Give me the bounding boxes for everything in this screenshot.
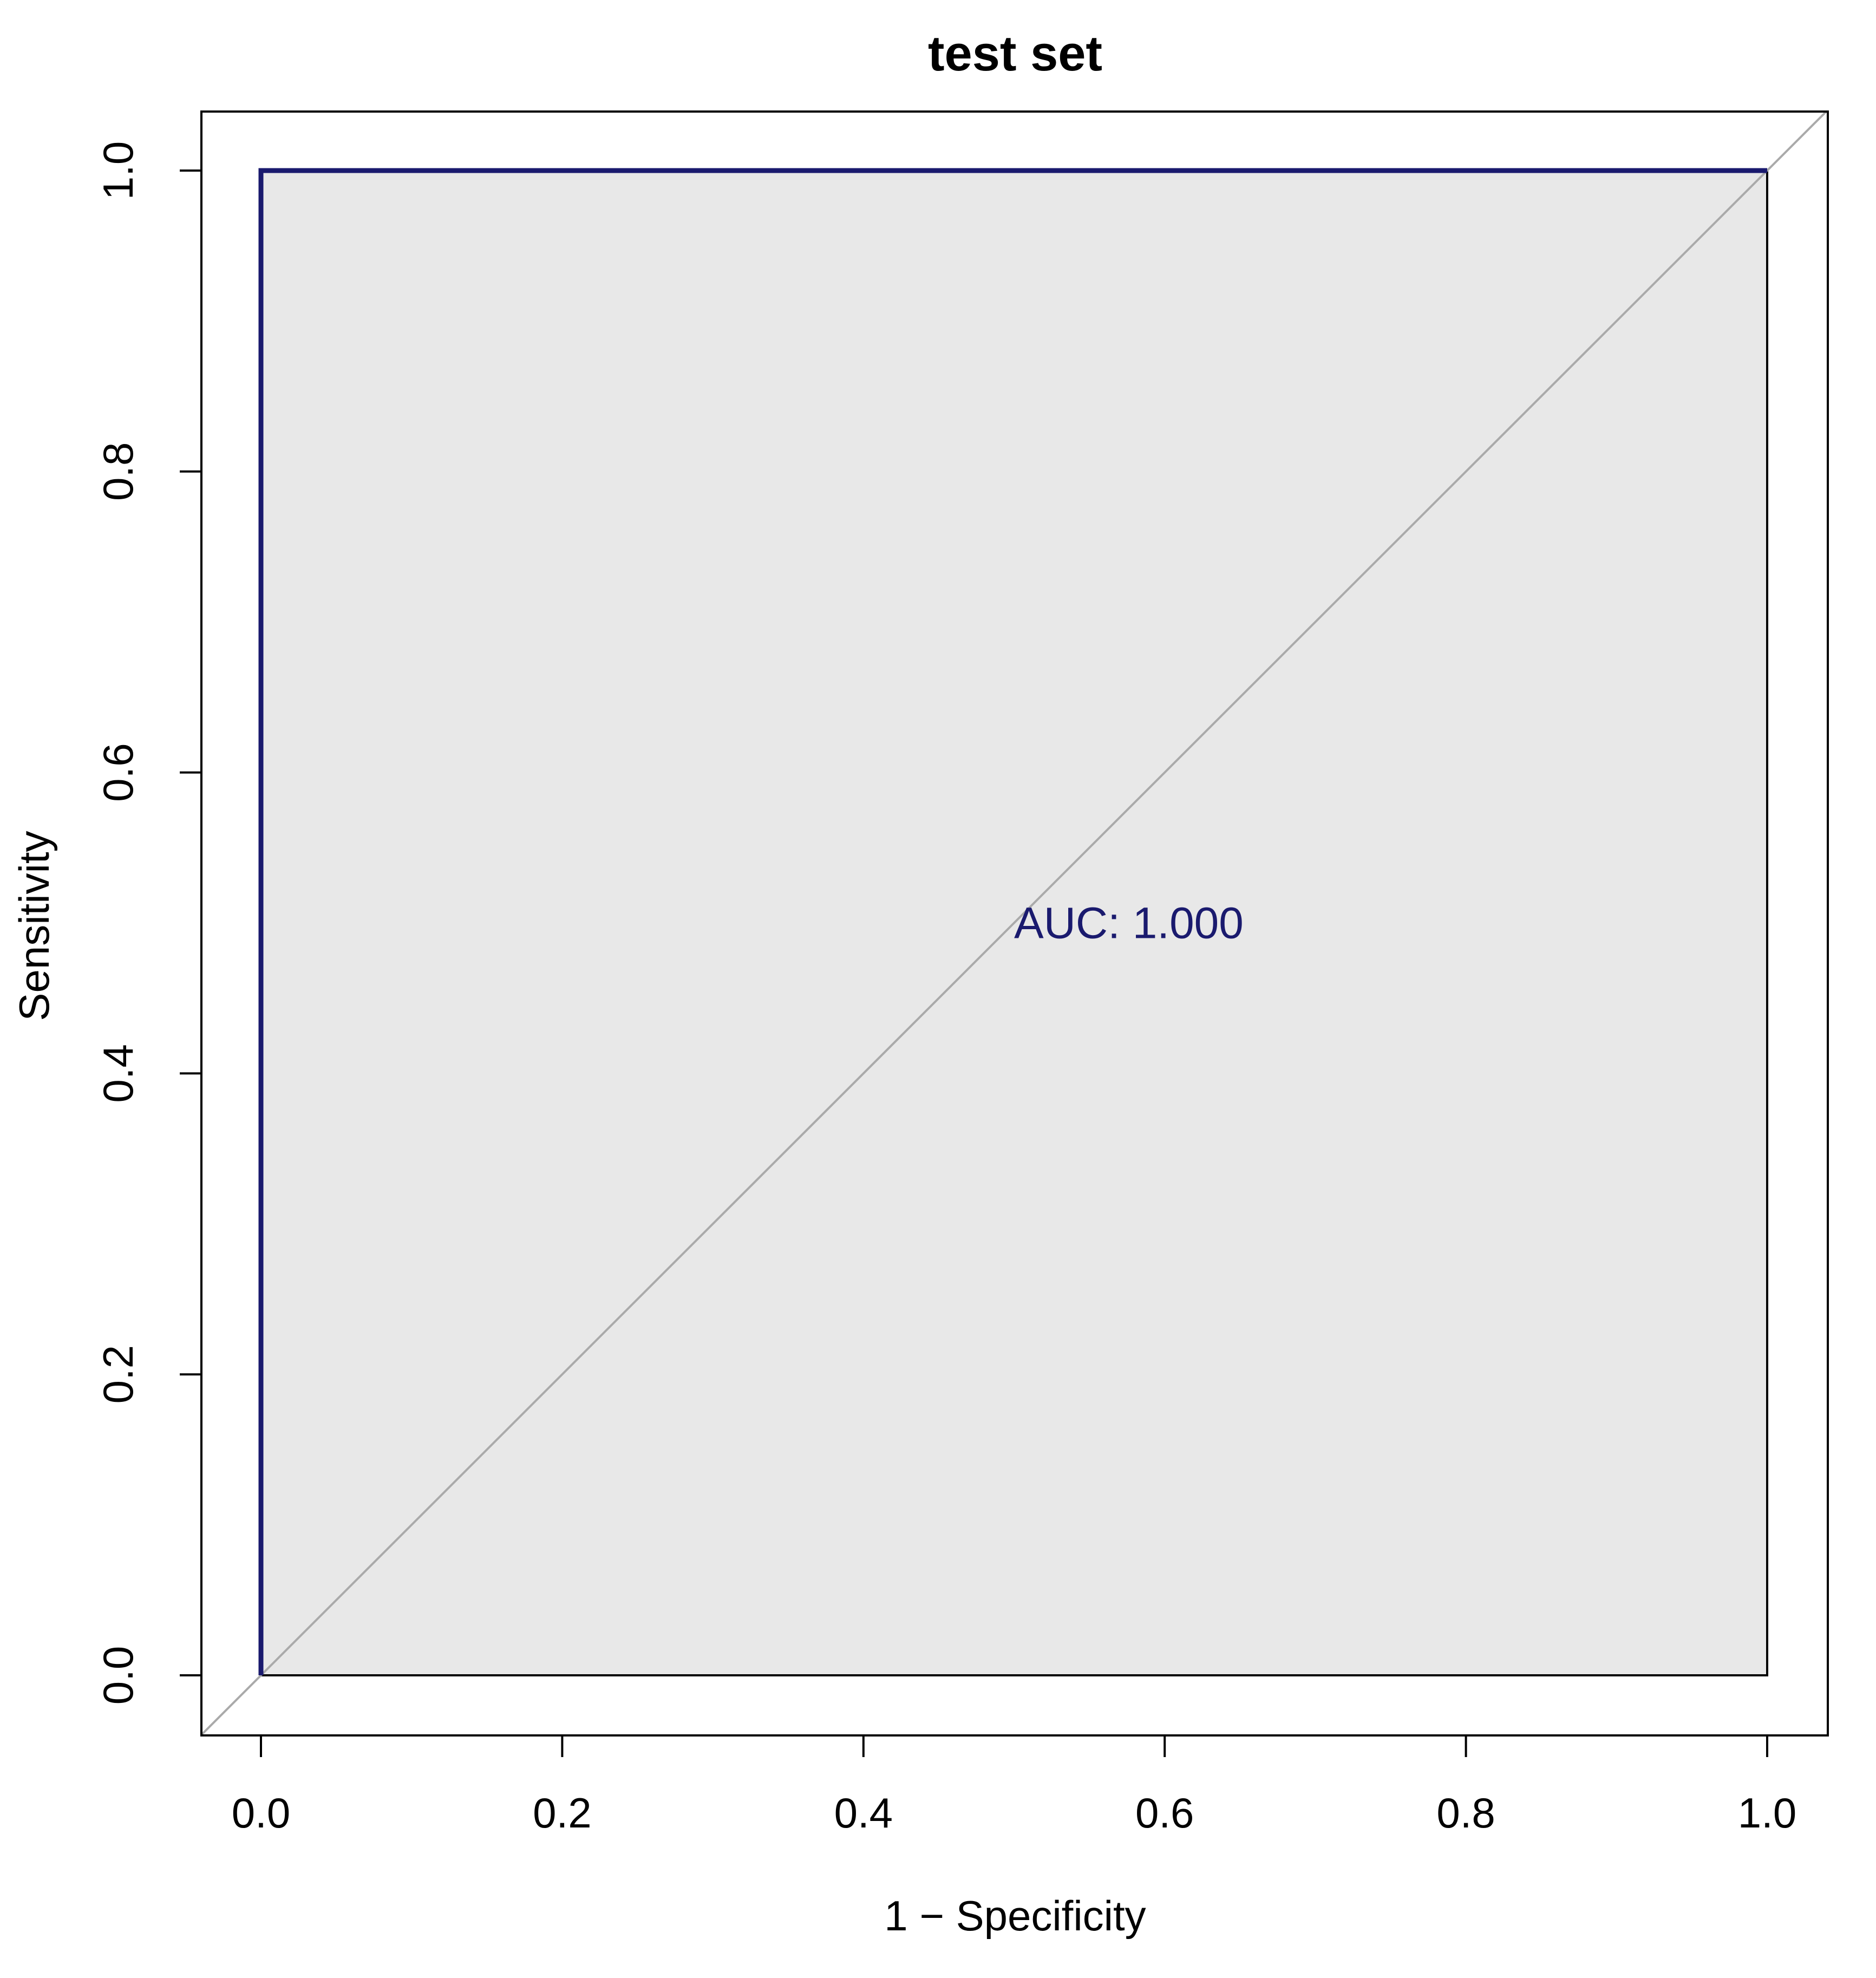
x-tick-label: 0.2 <box>533 1789 591 1837</box>
x-axis-title: 1 − Specificity <box>884 1892 1146 1940</box>
reference-diagonal-line <box>201 112 1828 1735</box>
roc-curve-line <box>258 168 1767 1675</box>
plot-area: AUC: 1.000 <box>200 110 1829 1737</box>
x-tick-label: 0.4 <box>834 1789 893 1837</box>
auc-annotation: AUC: 1.000 <box>1014 898 1244 948</box>
y-axis-title: Sensitivity <box>10 831 58 1021</box>
y-tick-label: 0.6 <box>94 743 142 801</box>
x-axis: 0.0 0.2 0.4 0.6 0.8 1.0 <box>232 1734 1796 1837</box>
y-tick-label: 0.4 <box>94 1044 142 1102</box>
y-tick-label: 0.0 <box>94 1646 142 1705</box>
y-tick-label: 1.0 <box>94 141 142 200</box>
x-tick-label: 0.8 <box>1436 1789 1495 1837</box>
chart-title: test set <box>928 26 1102 81</box>
y-tick-label: 0.8 <box>94 442 142 501</box>
x-tick-label: 0.0 <box>232 1789 290 1837</box>
x-tick-label: 1.0 <box>1738 1789 1796 1837</box>
y-tick-label: 0.2 <box>94 1345 142 1403</box>
y-axis: 0.0 0.2 0.4 0.6 0.8 1.0 <box>94 141 202 1705</box>
x-tick-label: 0.6 <box>1135 1789 1194 1837</box>
